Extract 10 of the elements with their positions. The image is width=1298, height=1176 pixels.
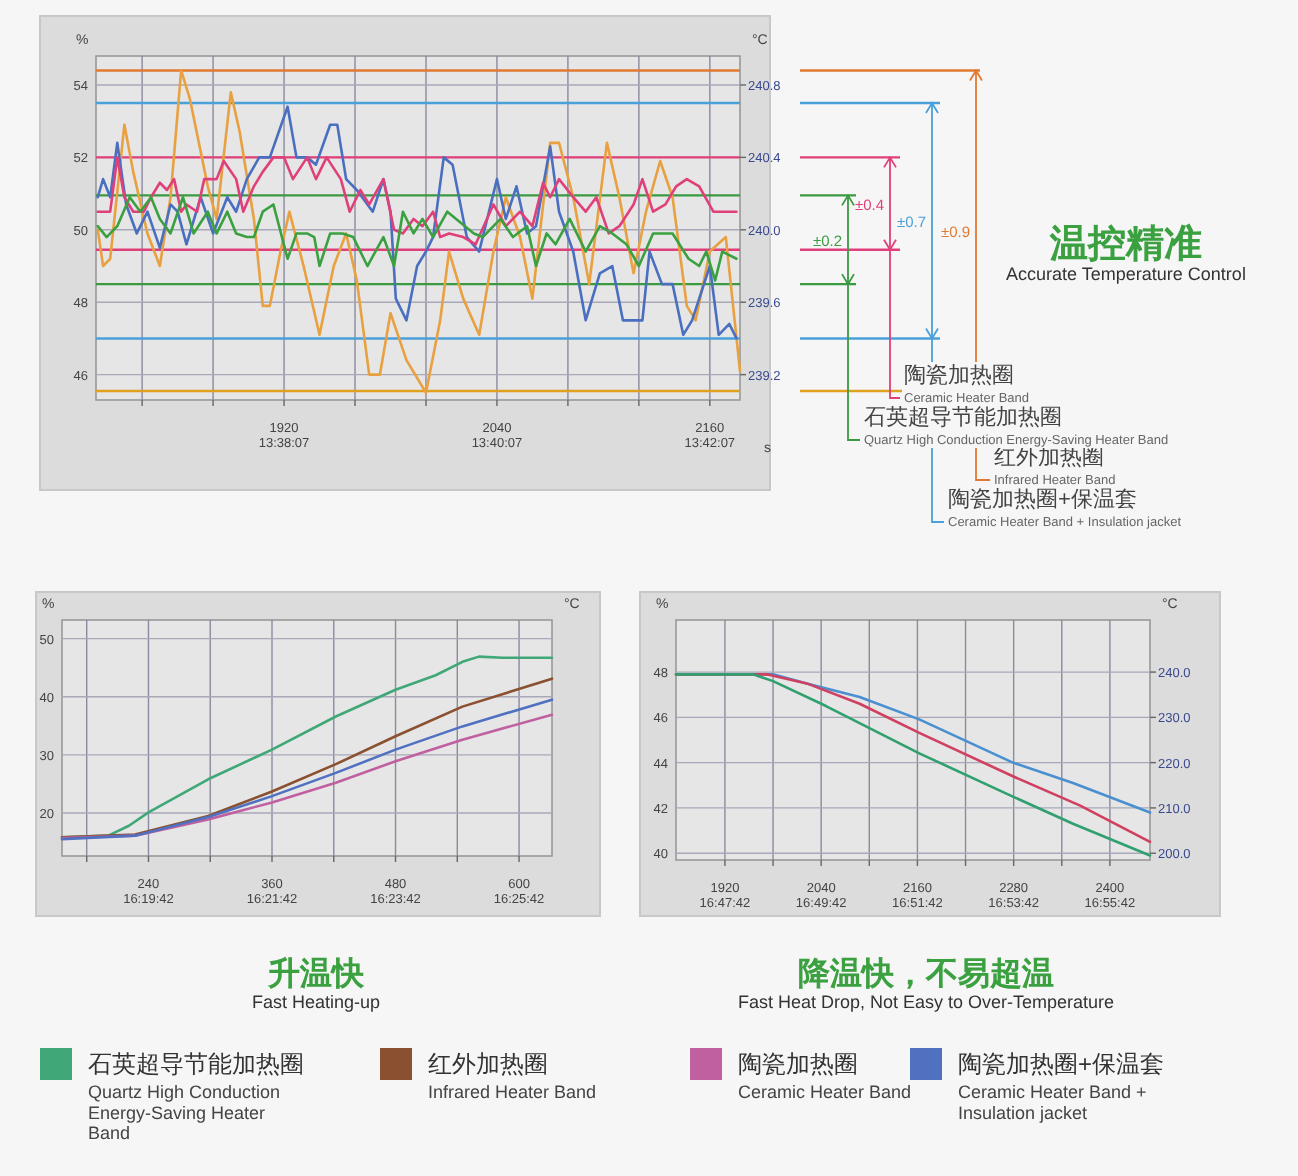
legend-label: 陶瓷加热圈 Ceramic Heater Band	[738, 1050, 912, 1102]
text: Fast Heating-up	[251, 992, 381, 1012]
text: 降温快，不易超温	[798, 956, 1054, 992]
legend-label: 石英超导节能加热圈 Quartz High Conduction Energy-Saving Heater Band	[88, 1050, 304, 1144]
legend-label: 陶瓷加热圈+保温套 Ceramic Heater Band + Insulation jacket	[958, 1050, 1165, 1123]
text: Fast Heat Drop, Not Easy to Over-Temperature	[737, 992, 1115, 1012]
text: Accurate Temperature Control	[1006, 264, 1246, 284]
legend-label: 红外加热圈 Infrared Heater Band	[428, 1050, 597, 1102]
text: 升温快	[266, 956, 366, 992]
text: 温控精准	[1048, 222, 1202, 266]
